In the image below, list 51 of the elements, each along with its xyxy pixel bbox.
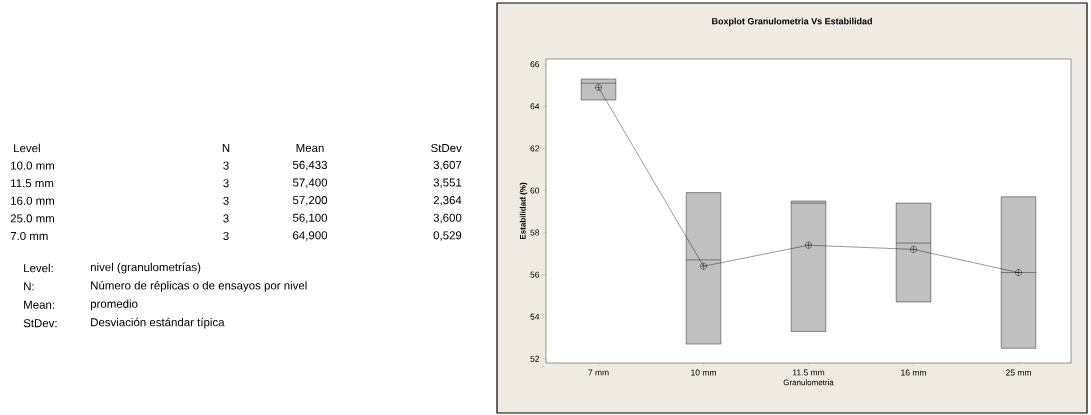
point — [805, 241, 812, 249]
text: nivel (granulometrías) — [90, 262, 201, 274]
text: Level — [14, 143, 40, 153]
text: 0,529 — [433, 231, 462, 241]
y-tick-label: 64 — [530, 103, 540, 110]
y-tick-label: 60 — [530, 187, 540, 194]
y-tick-label: 62 — [530, 145, 540, 152]
text: 3,607 — [433, 160, 462, 171]
text: 7.0 mm — [10, 231, 48, 241]
text: Mean — [296, 144, 324, 152]
text: N: — [24, 282, 34, 291]
text: StDev — [431, 143, 462, 153]
text: 2,364 — [433, 196, 462, 206]
text: 3,600 — [433, 213, 462, 224]
text: 56,100 — [292, 213, 328, 224]
text: 25.0 mm — [10, 214, 54, 223]
point — [595, 84, 602, 91]
text: 3 — [223, 214, 229, 223]
text: 3 — [223, 196, 229, 205]
text: 64,900 — [293, 231, 328, 241]
point — [1015, 269, 1022, 276]
text: 3 — [223, 231, 229, 241]
text: 57,200 — [292, 196, 328, 206]
point — [700, 262, 707, 270]
chart-title: Boxplot Granulometria Vs Estabilidad — [712, 17, 872, 27]
text: 3 — [223, 161, 229, 170]
text: Level: — [24, 263, 53, 273]
text: 57,400 — [292, 178, 328, 188]
text: 16.0 mm — [11, 196, 54, 205]
text: 3,551 — [433, 178, 462, 188]
x-tick-label: 16 mm — [901, 369, 926, 376]
point — [910, 246, 917, 253]
text: promedio — [90, 299, 138, 311]
text: N — [222, 144, 230, 152]
y-tick-label: 52 — [530, 355, 540, 362]
x-tick-label: 25 mm — [1005, 369, 1031, 376]
text: 10.0 mm — [11, 161, 54, 170]
y-tick-label: 58 — [530, 229, 540, 236]
y-tick-label: 56 — [530, 271, 540, 278]
y-tick-label: 66 — [530, 61, 540, 68]
text: Desviación estándar típica — [91, 317, 225, 329]
text: 11.5 mm — [11, 179, 54, 188]
text: Mean: — [24, 300, 54, 309]
text: Número de réplicas o de ensayos por nivel — [91, 281, 307, 292]
y-tick-label: 54 — [530, 313, 540, 320]
text: 56,433 — [292, 160, 328, 171]
x-tick-label: 11.5 mm — [792, 369, 825, 376]
text: StDev: — [23, 319, 57, 328]
x-tick-label: 10 mm — [691, 369, 716, 376]
text: 3 — [223, 179, 229, 188]
x-tick-label: 7 mm — [588, 369, 609, 376]
